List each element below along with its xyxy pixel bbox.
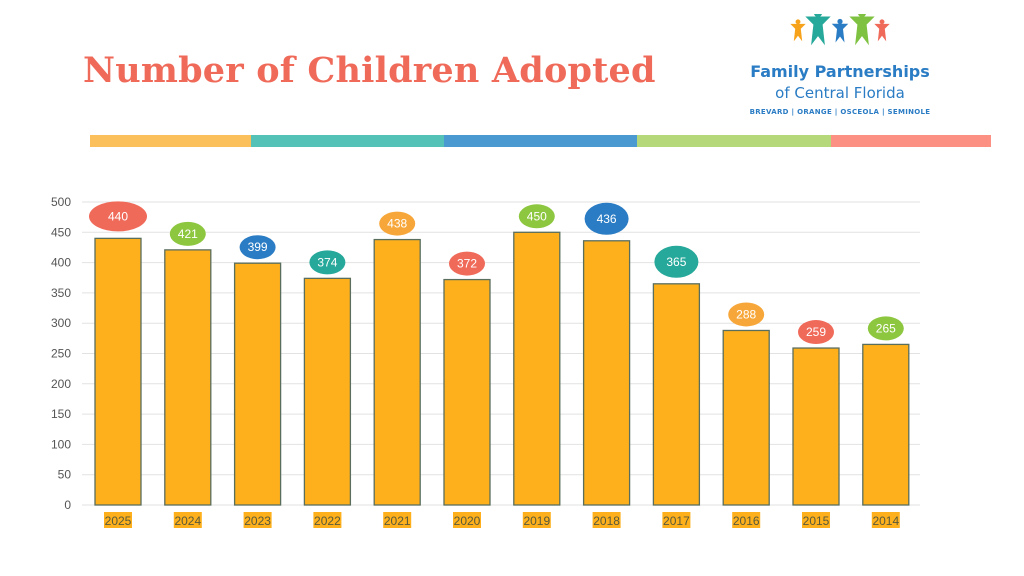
bar xyxy=(862,343,910,506)
bar xyxy=(792,347,840,506)
bar xyxy=(513,231,561,506)
category-label-highlight xyxy=(453,512,481,528)
logo-figure xyxy=(849,14,875,46)
value-label: 450 xyxy=(527,209,547,223)
bar xyxy=(443,278,491,506)
bar xyxy=(373,238,421,506)
value-label-bubble xyxy=(867,316,904,341)
category-label-highlight xyxy=(732,512,761,528)
value-label: 421 xyxy=(178,227,198,241)
bar xyxy=(722,329,770,506)
bar xyxy=(303,277,352,506)
value-label: 365 xyxy=(666,255,686,269)
value-label: 374 xyxy=(317,255,337,269)
y-tick-label: 300 xyxy=(51,316,71,330)
value-label-bubble xyxy=(89,201,147,232)
family-figures-icon xyxy=(790,14,890,46)
category-label-highlight xyxy=(522,512,551,528)
logo-name-line2: of Central Florida xyxy=(775,84,905,102)
category-label-highlight xyxy=(592,512,621,528)
category-label-highlight xyxy=(243,512,272,528)
value-label-bubble xyxy=(239,235,276,260)
x-category-label: 2018 xyxy=(593,514,620,528)
bar xyxy=(94,237,142,506)
value-label-bubble xyxy=(798,320,834,345)
value-label-bubble xyxy=(584,202,629,235)
y-tick-label: 150 xyxy=(51,407,71,421)
category-label-highlight xyxy=(104,512,132,528)
value-label: 265 xyxy=(876,321,896,335)
stripe-segment-1 xyxy=(90,135,251,147)
logo-name-line1: Family Partnerships xyxy=(750,62,930,81)
value-label-bubble xyxy=(728,302,765,327)
value-label: 399 xyxy=(248,240,268,254)
logo-figure xyxy=(874,19,890,42)
logo-counties: BREVARD | ORANGE | OSCEOLA | SEMINOLE xyxy=(749,108,931,116)
organization-logo: Family Partnerships of Central Florida B… xyxy=(740,14,940,124)
x-category-label: 2023 xyxy=(244,514,271,528)
value-label-bubble xyxy=(518,204,555,229)
y-tick-label: 500 xyxy=(51,195,71,209)
page-title: Number of Children Adopted xyxy=(83,50,656,91)
x-category-label: 2017 xyxy=(663,514,690,528)
bar xyxy=(233,262,282,506)
stripe-segment-5 xyxy=(831,135,991,147)
category-label-highlight xyxy=(313,512,342,528)
value-label: 372 xyxy=(457,257,477,271)
category-label-highlight xyxy=(802,512,830,528)
value-label-bubble xyxy=(169,221,206,246)
x-category-label: 2019 xyxy=(523,514,550,528)
category-label-highlight xyxy=(173,512,202,528)
y-tick-label: 100 xyxy=(51,437,71,451)
category-label-highlight xyxy=(662,512,691,528)
x-category-label: 2016 xyxy=(733,514,760,528)
value-label: 438 xyxy=(387,217,407,231)
x-category-label: 2020 xyxy=(454,514,481,528)
x-category-label: 2024 xyxy=(174,514,201,528)
x-category-label: 2014 xyxy=(872,514,899,528)
value-label-bubble xyxy=(379,211,416,236)
value-label: 440 xyxy=(108,209,128,223)
y-tick-label: 350 xyxy=(51,286,71,300)
x-category-label: 2022 xyxy=(314,514,341,528)
stripe-segment-4 xyxy=(637,135,831,147)
y-tick-label: 250 xyxy=(51,347,71,361)
bar xyxy=(582,240,631,506)
stripe-segment-2 xyxy=(251,135,444,147)
category-label-highlight xyxy=(871,512,900,528)
logo-figure xyxy=(831,18,849,43)
x-category-label: 2021 xyxy=(384,514,411,528)
bar xyxy=(652,283,701,506)
value-label-bubble xyxy=(654,245,699,278)
category-label-highlight xyxy=(383,512,412,528)
value-label: 436 xyxy=(597,212,617,226)
logo-figure xyxy=(805,14,831,46)
bar xyxy=(164,249,212,506)
x-category-label: 2025 xyxy=(105,514,132,528)
value-label: 259 xyxy=(806,325,826,339)
y-tick-label: 200 xyxy=(51,377,71,391)
y-tick-label: 400 xyxy=(51,256,71,270)
value-label-bubble xyxy=(449,251,485,276)
y-tick-label: 0 xyxy=(64,498,71,512)
value-label: 288 xyxy=(736,307,756,321)
stripe-segment-3 xyxy=(444,135,637,147)
value-label-bubble xyxy=(309,250,346,275)
y-tick-label: 50 xyxy=(58,468,72,482)
logo-figure xyxy=(790,19,806,42)
y-tick-label: 450 xyxy=(51,225,71,239)
x-category-label: 2015 xyxy=(803,514,830,528)
